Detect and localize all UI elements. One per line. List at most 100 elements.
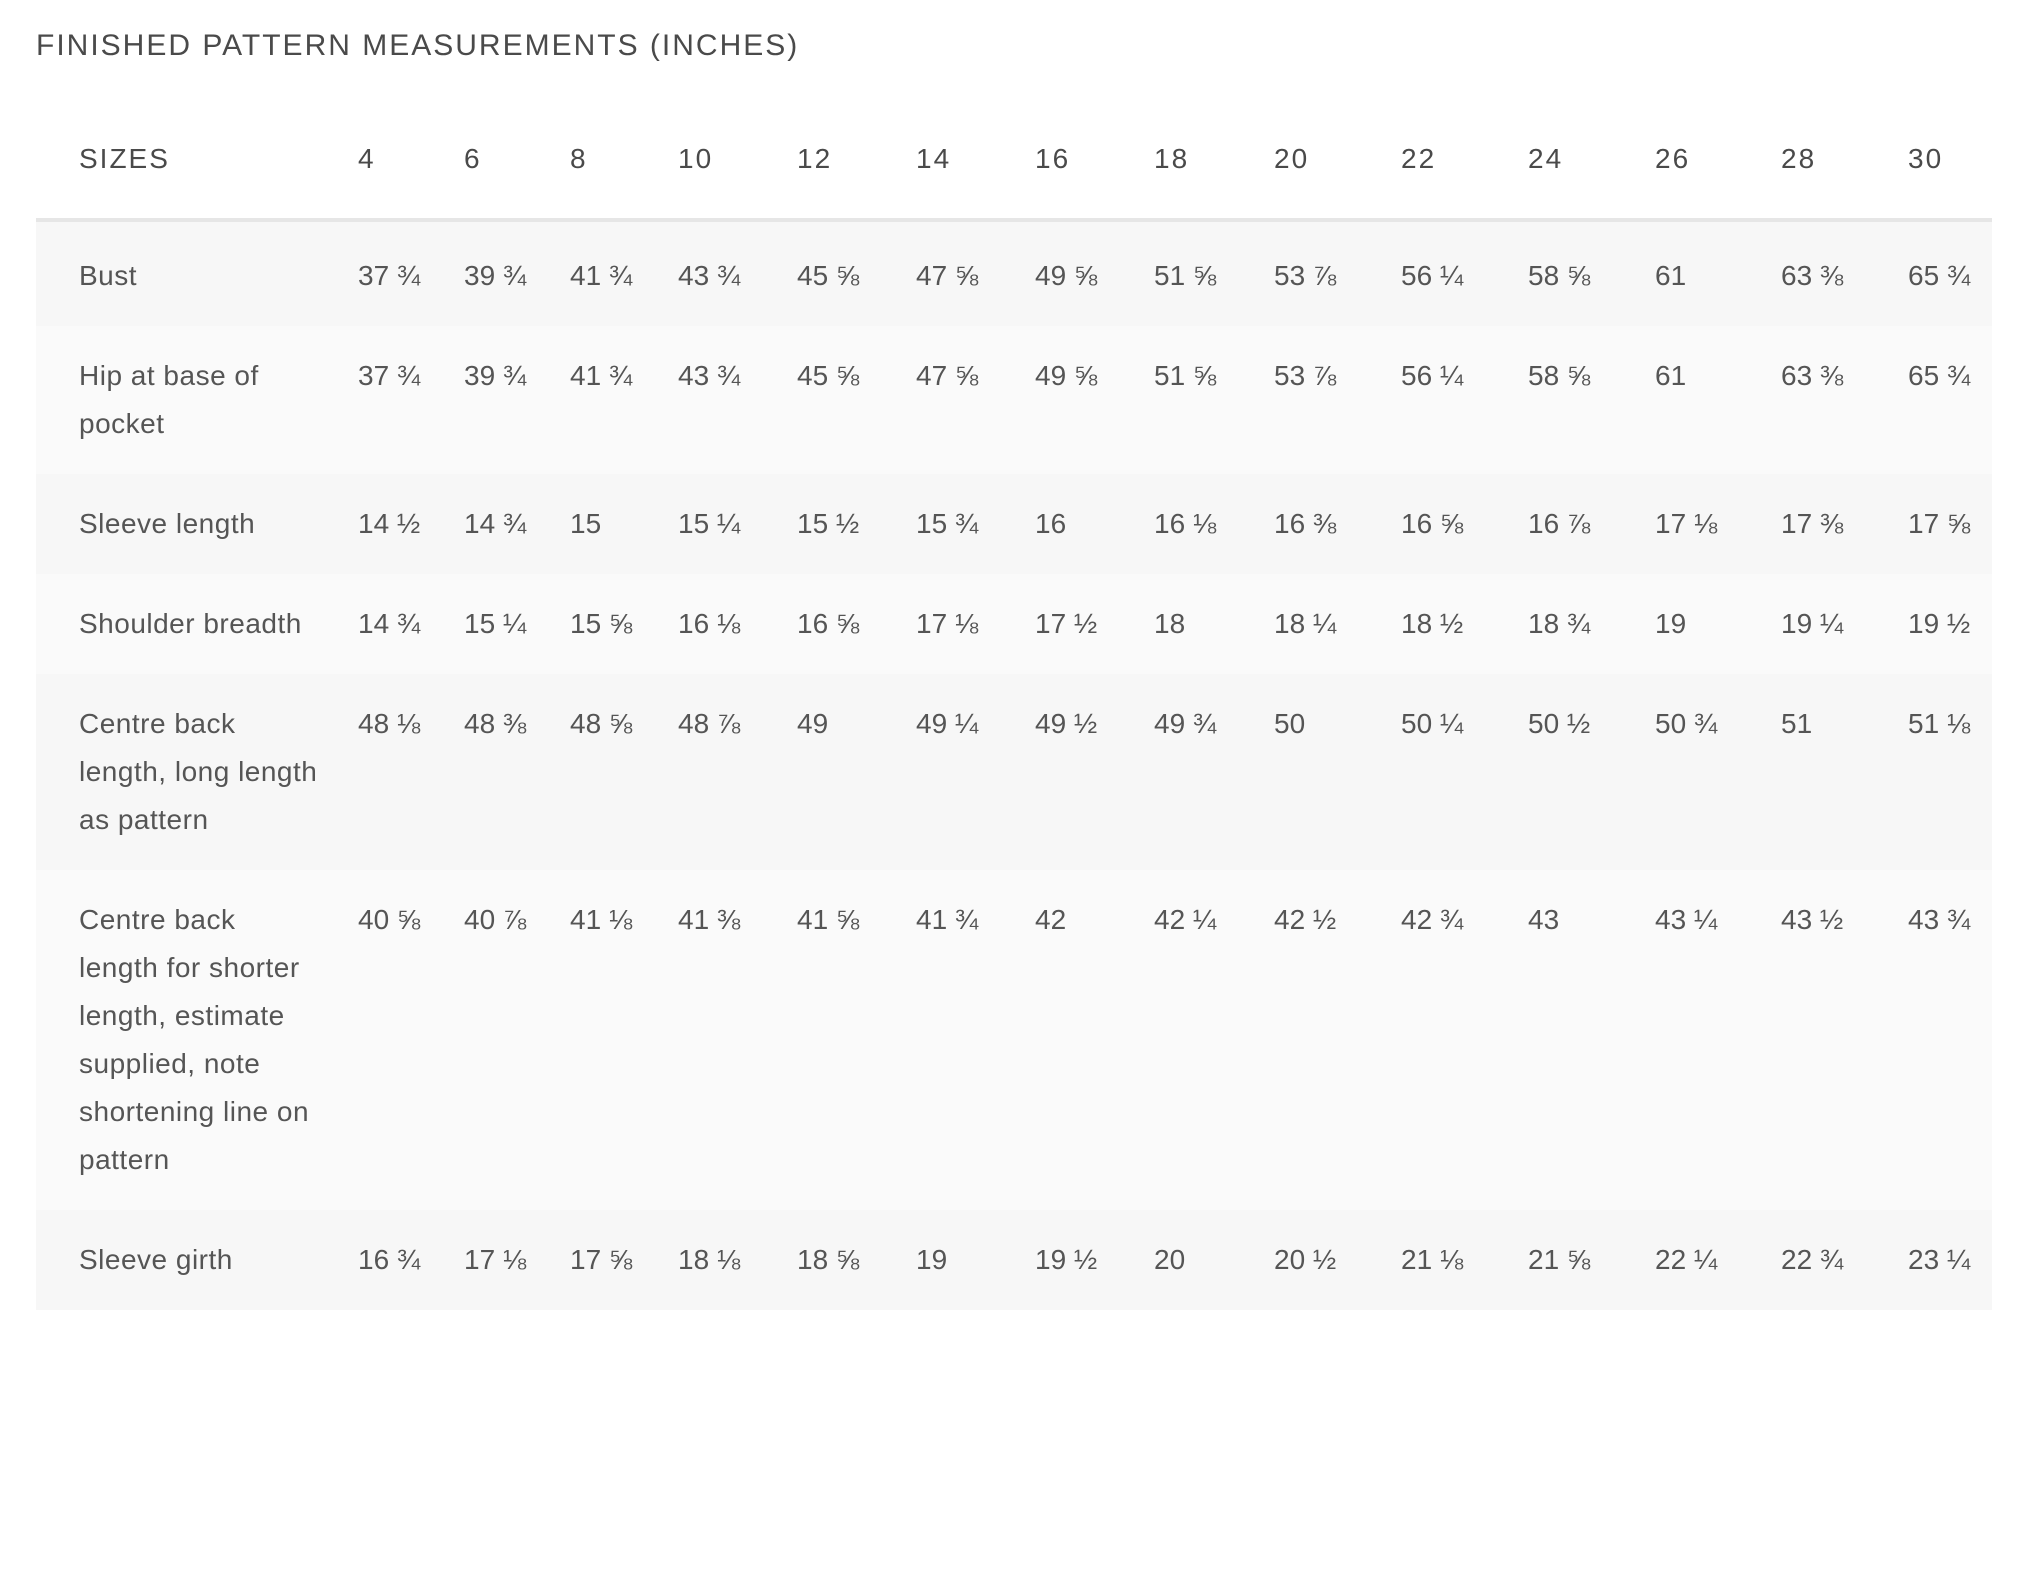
measurement-cell: 14 ½ bbox=[358, 474, 464, 574]
measurement-cell: 16 ⅜ bbox=[1274, 474, 1401, 574]
measurement-cell: 16 ¾ bbox=[358, 1210, 464, 1310]
size-header: 26 bbox=[1655, 100, 1781, 222]
measurement-cell: 63 ⅜ bbox=[1781, 326, 1908, 474]
measurement-cell: 50 bbox=[1274, 674, 1401, 870]
measurement-cell: 65 ¾ bbox=[1908, 220, 1992, 326]
row-label: Hip at base of pocket bbox=[36, 326, 358, 474]
measurement-cell: 18 ½ bbox=[1401, 574, 1528, 674]
table-row: Hip at base of pocket 37 ¾ 39 ¾ 41 ¾ 43 ¾ 45 … bbox=[36, 326, 1992, 474]
measurement-cell: 15 bbox=[570, 474, 678, 574]
table-row: Centre back length, long length as patte… bbox=[36, 674, 1992, 870]
measurement-cell: 16 ⅛ bbox=[678, 574, 797, 674]
measurement-cell: 17 ⅝ bbox=[570, 1210, 678, 1310]
measurement-cell: 23 ¼ bbox=[1908, 1210, 1992, 1310]
measurement-cell: 39 ¾ bbox=[464, 220, 570, 326]
table-row: Centre back length for shorter length, e… bbox=[36, 870, 1992, 1210]
measurement-cell: 49 ⅝ bbox=[1035, 326, 1154, 474]
measurement-cell: 47 ⅝ bbox=[916, 220, 1035, 326]
measurement-cell: 51 ⅝ bbox=[1154, 326, 1274, 474]
measurement-cell: 50 ¾ bbox=[1655, 674, 1781, 870]
size-header: 8 bbox=[570, 100, 678, 222]
measurement-cell: 58 ⅝ bbox=[1528, 326, 1655, 474]
measurement-cell: 14 ¾ bbox=[358, 574, 464, 674]
measurement-cell: 22 ¾ bbox=[1781, 1210, 1908, 1310]
size-header: 24 bbox=[1528, 100, 1655, 222]
measurement-cell: 49 ½ bbox=[1035, 674, 1154, 870]
measurement-cell: 17 ½ bbox=[1035, 574, 1154, 674]
size-header: 22 bbox=[1401, 100, 1528, 222]
measurement-cell: 40 ⅝ bbox=[358, 870, 464, 1210]
measurement-cell: 17 ⅛ bbox=[916, 574, 1035, 674]
measurement-cell: 41 ⅜ bbox=[678, 870, 797, 1210]
row-label: Sleeve length bbox=[36, 474, 358, 574]
row-label: Shoulder breadth bbox=[36, 574, 358, 674]
page-title: FINISHED PATTERN MEASUREMENTS (INCHES) bbox=[36, 29, 800, 62]
measurement-cell: 16 ⅛ bbox=[1154, 474, 1274, 574]
measurement-cell: 43 ¾ bbox=[678, 220, 797, 326]
measurement-cell: 15 ½ bbox=[797, 474, 916, 574]
table-row: Bust 37 ¾ 39 ¾ 41 ¾ 43 ¾ 45 ⅝ 47 ⅝ 49 ⅝ 51 ⅝ 53 ⅞… bbox=[36, 220, 1992, 326]
measurement-cell: 51 ⅝ bbox=[1154, 220, 1274, 326]
measurement-cell: 41 ¾ bbox=[916, 870, 1035, 1210]
size-header: 16 bbox=[1035, 100, 1154, 222]
measurement-cell: 53 ⅞ bbox=[1274, 220, 1401, 326]
measurement-cell: 17 ⅛ bbox=[464, 1210, 570, 1310]
measurement-cell: 15 ¾ bbox=[916, 474, 1035, 574]
measurement-cell: 14 ¾ bbox=[464, 474, 570, 574]
measurement-cell: 61 bbox=[1655, 326, 1781, 474]
measurement-cell: 49 ¾ bbox=[1154, 674, 1274, 870]
measurement-cell: 51 ⅛ bbox=[1908, 674, 1992, 870]
measurement-cell: 41 ⅛ bbox=[570, 870, 678, 1210]
measurement-cell: 51 bbox=[1781, 674, 1908, 870]
measurement-cell: 40 ⅞ bbox=[464, 870, 570, 1210]
measurement-cell: 19 bbox=[1655, 574, 1781, 674]
measurement-cell: 16 bbox=[1035, 474, 1154, 574]
measurement-cell: 15 ¼ bbox=[678, 474, 797, 574]
size-header: 28 bbox=[1781, 100, 1908, 222]
measurements-table: SIZES 4 6 8 10 12 14 16 18 20 22 24 26 2… bbox=[36, 100, 1992, 1310]
row-label: Centre back length, long length as patte… bbox=[36, 674, 358, 870]
measurement-cell: 19 ¼ bbox=[1781, 574, 1908, 674]
measurement-cell: 18 ⅛ bbox=[678, 1210, 797, 1310]
measurement-cell: 21 ⅛ bbox=[1401, 1210, 1528, 1310]
measurement-cell: 17 ⅜ bbox=[1781, 474, 1908, 574]
size-header: 20 bbox=[1274, 100, 1401, 222]
measurement-cell: 42 ½ bbox=[1274, 870, 1401, 1210]
measurement-cell: 53 ⅞ bbox=[1274, 326, 1401, 474]
table-row: Sleeve girth 16 ¾ 17 ⅛ 17 ⅝ 18 ⅛ 18 ⅝ 19 19 ½ 20… bbox=[36, 1210, 1992, 1310]
measurement-cell: 18 ¼ bbox=[1274, 574, 1401, 674]
size-header: 12 bbox=[797, 100, 916, 222]
measurement-cell: 18 bbox=[1154, 574, 1274, 674]
measurement-cell: 56 ¼ bbox=[1401, 326, 1528, 474]
measurement-cell: 20 ½ bbox=[1274, 1210, 1401, 1310]
measurement-cell: 48 ⅝ bbox=[570, 674, 678, 870]
measurement-cell: 45 ⅝ bbox=[797, 326, 916, 474]
measurement-cell: 50 ½ bbox=[1528, 674, 1655, 870]
measurement-cell: 49 ⅝ bbox=[1035, 220, 1154, 326]
measurement-cell: 42 ¾ bbox=[1401, 870, 1528, 1210]
size-header: 10 bbox=[678, 100, 797, 222]
row-label: Bust bbox=[36, 220, 358, 326]
measurement-cell: 43 ½ bbox=[1781, 870, 1908, 1210]
header-row: SIZES 4 6 8 10 12 14 16 18 20 22 24 26 2… bbox=[36, 100, 1992, 222]
measurement-cell: 58 ⅝ bbox=[1528, 220, 1655, 326]
measurement-cell: 49 bbox=[797, 674, 916, 870]
measurement-cell: 42 ¼ bbox=[1154, 870, 1274, 1210]
measurement-cell: 16 ⅞ bbox=[1528, 474, 1655, 574]
measurement-cell: 18 ⅝ bbox=[797, 1210, 916, 1310]
measurement-cell: 43 ¼ bbox=[1655, 870, 1781, 1210]
measurement-cell: 50 ¼ bbox=[1401, 674, 1528, 870]
measurement-cell: 37 ¾ bbox=[358, 220, 464, 326]
measurement-cell: 17 ⅝ bbox=[1908, 474, 1992, 574]
measurement-cell: 41 ⅝ bbox=[797, 870, 916, 1210]
measurement-cell: 45 ⅝ bbox=[797, 220, 916, 326]
measurement-cell: 61 bbox=[1655, 220, 1781, 326]
measurement-cell: 43 ¾ bbox=[678, 326, 797, 474]
size-header: 14 bbox=[916, 100, 1035, 222]
measurement-cell: 42 bbox=[1035, 870, 1154, 1210]
measurement-cell: 18 ¾ bbox=[1528, 574, 1655, 674]
table-row: Sleeve length 14 ½ 14 ¾ 15 15 ¼ 15 ½ 15 ¾ 16 16 … bbox=[36, 474, 1992, 574]
measurement-cell: 19 bbox=[916, 1210, 1035, 1310]
measurement-cell: 39 ¾ bbox=[464, 326, 570, 474]
measurement-cell: 63 ⅜ bbox=[1781, 220, 1908, 326]
